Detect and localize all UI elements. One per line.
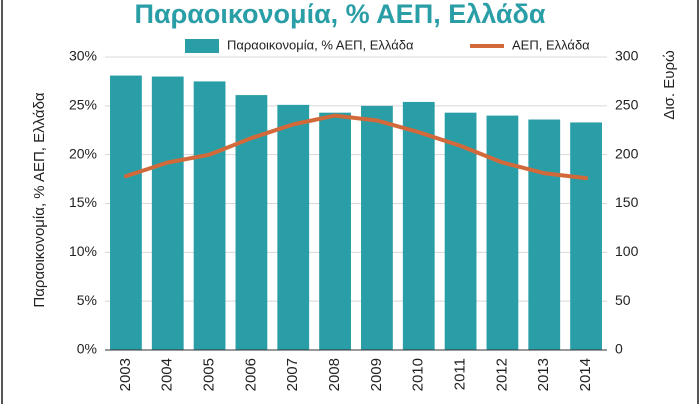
y-axis-label: Παραοικονομία, % ΑΕΠ, Ελλάδα	[31, 92, 48, 308]
bar	[570, 122, 602, 350]
bar	[319, 112, 351, 350]
y-tick-label: 25%	[69, 97, 97, 113]
y-tick-label: 0%	[77, 341, 97, 357]
bar	[151, 76, 184, 351]
y2-tick-label: 150	[615, 194, 639, 210]
line	[123, 113, 589, 181]
bar	[110, 75, 142, 350]
y-tick-label: 5%	[77, 292, 97, 308]
x-tick-label: 2003	[117, 358, 134, 391]
y2-tick-label: 300	[615, 48, 639, 64]
x-tick-label: 2006	[242, 358, 259, 391]
bar	[277, 104, 310, 351]
y2-tick-label: 200	[615, 145, 639, 161]
legend-label: Παραοικονομία, % ΑΕΠ, Ελλάδα	[227, 37, 414, 52]
y2-tick-label: 0	[615, 341, 623, 357]
x-tick-label: 2009	[368, 358, 385, 391]
bar	[193, 81, 226, 351]
x-tick-label: 2012	[493, 358, 510, 391]
y-tick-label: 20%	[69, 145, 97, 161]
x-tick-label: 2008	[326, 358, 343, 391]
x-tick-label: 2013	[535, 358, 552, 391]
bar	[486, 115, 519, 350]
y2-tick-label: 50	[615, 292, 631, 308]
legend-label: ΑΕΠ, Ελλάδα	[512, 37, 590, 52]
x-tick-label: 2005	[201, 358, 218, 391]
x-tick-label: 2007	[284, 358, 301, 391]
legend-swatch	[185, 39, 219, 53]
x-tick-label: 2011	[452, 358, 469, 390]
bar	[528, 119, 561, 350]
y2-axis-label: Δισ. Ευρώ	[661, 50, 678, 120]
y2-tick-label: 250	[615, 97, 639, 113]
y2-tick-label: 100	[615, 243, 639, 259]
chart-title: Παραοικονομία, % ΑΕΠ, Ελλάδα	[135, 0, 546, 29]
x-tick-label: 2014	[577, 358, 594, 391]
y-tick-label: 10%	[69, 243, 97, 259]
y-tick-label: 30%	[69, 48, 97, 64]
x-tick-label: 2004	[159, 358, 176, 391]
x-tick-label: 2010	[410, 358, 427, 391]
bar	[402, 101, 435, 350]
bar	[361, 105, 393, 350]
y-tick-label: 15%	[69, 194, 97, 210]
